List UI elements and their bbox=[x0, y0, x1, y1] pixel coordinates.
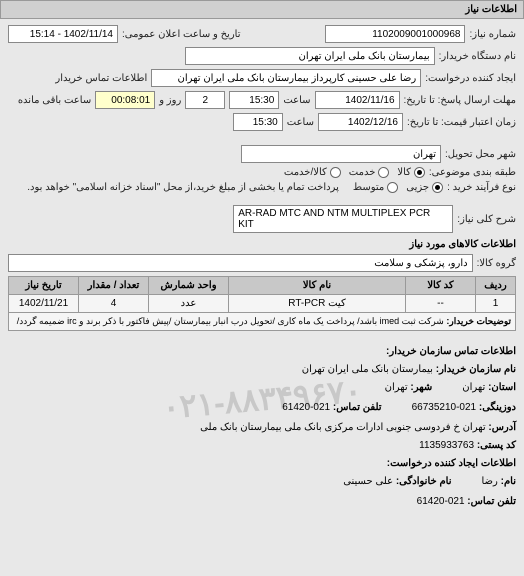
label-buyer-org: نام دستگاه خریدار: bbox=[439, 51, 516, 62]
value-phone: 021-61420 bbox=[282, 402, 330, 413]
label-classification: طبقه بندی موضوعی: bbox=[429, 167, 516, 178]
label-announce: تاریخ و ساعت اعلان عمومی: bbox=[122, 29, 241, 40]
value-province: تهران bbox=[462, 382, 485, 393]
th-unit: واحد شمارش bbox=[149, 277, 229, 295]
td-date: 1402/11/21 bbox=[9, 295, 79, 313]
contact-section: اطلاعات تماس سازمان خریدار: نام سازمان خ… bbox=[0, 337, 524, 517]
field-reply-time: 15:30 bbox=[229, 91, 279, 109]
td-row: 1 bbox=[476, 295, 516, 313]
field-delivery-date: 1402/12/16 bbox=[318, 113, 403, 131]
th-date: تاریخ نیاز bbox=[9, 277, 79, 295]
field-buyer-org: بیمارستان بانک ملی ایران تهران bbox=[185, 47, 435, 65]
radio-goods-services[interactable] bbox=[330, 167, 341, 178]
section-header-info: اطلاعات نیاز bbox=[0, 0, 524, 19]
td-unit: عدد bbox=[149, 295, 229, 313]
value-contact-phone: 021-61420 bbox=[417, 496, 465, 507]
label-delivery-deadline: زمان اعتبار قیمت: تا تاریخ: bbox=[407, 117, 516, 128]
label-delivery-city: شهر محل تحویل: bbox=[445, 149, 516, 160]
label-first-name: نام: bbox=[501, 476, 516, 487]
table-row: 1 -- کیت RT-PCR عدد 4 1402/11/21 bbox=[9, 295, 516, 313]
label-last-name: نام خانوادگی: bbox=[396, 476, 452, 487]
process-note: پرداخت تمام یا بخشی از مبلغ خرید،از محل … bbox=[27, 182, 339, 193]
label-item-group: گروه کالا: bbox=[477, 258, 516, 269]
value-zipcode: 021-66735210 bbox=[412, 402, 477, 413]
field-description: AR-RAD MTC AND NTM MULTIPLEX PCR KIT bbox=[233, 205, 453, 233]
td-code: -- bbox=[406, 295, 476, 313]
notes-text: شرکت ثبت imed باشد/ پرداخت یک ماه کاری /… bbox=[17, 316, 444, 326]
label-remaining-days: روز و bbox=[159, 95, 181, 106]
label-notes: توضیحات خریدار: bbox=[446, 316, 511, 326]
label-province: استان: bbox=[488, 382, 516, 393]
value-org-name: بیمارستان بانک ملی ایران تهران bbox=[302, 364, 433, 375]
label-phone: تلفن تماس: bbox=[333, 402, 382, 413]
radio-group-classification: کالا خدمت کالا/خدمت bbox=[284, 167, 425, 178]
label-address: آدرس: bbox=[488, 422, 516, 433]
label-medium: متوسط bbox=[353, 182, 384, 193]
field-reply-date: 1402/11/16 bbox=[315, 91, 400, 109]
radio-medium[interactable] bbox=[387, 182, 398, 193]
label-goods-services: کالا/خدمت bbox=[284, 167, 327, 178]
field-item-group: دارو، پزشکی و سلامت bbox=[8, 254, 473, 272]
radio-group-process: جزیی متوسط bbox=[353, 182, 443, 193]
items-table: ردیف کد کالا نام کالا واحد شمارش تعداد /… bbox=[8, 276, 516, 331]
value-postal-code: 1135933763 bbox=[419, 440, 474, 451]
label-org-name: نام سازمان خریدار: bbox=[436, 364, 516, 375]
th-row: ردیف bbox=[476, 277, 516, 295]
radio-goods[interactable] bbox=[414, 167, 425, 178]
label-hour-1: ساعت bbox=[283, 95, 310, 106]
label-postal-code: کد پستی: bbox=[477, 440, 516, 451]
field-requester: رضا علی حسینی کارپرداز بیمارستان بانک مل… bbox=[151, 69, 421, 87]
label-partial: جزیی bbox=[406, 182, 429, 193]
field-remaining-days: 2 bbox=[185, 91, 225, 109]
radio-services[interactable] bbox=[378, 167, 389, 178]
label-hour-2: ساعت bbox=[287, 117, 314, 128]
label-remaining-time: ساعت باقی مانده bbox=[18, 95, 91, 106]
radio-partial[interactable] bbox=[432, 182, 443, 193]
label-request-number: شماره نیاز: bbox=[469, 29, 516, 40]
label-buyer-contact: اطلاعات تماس خریدار bbox=[55, 73, 147, 84]
label-requester: ایجاد کننده درخواست: bbox=[425, 73, 516, 84]
field-delivery-time: 15:30 bbox=[233, 113, 283, 131]
th-code: کد کالا bbox=[406, 277, 476, 295]
td-qty: 4 bbox=[79, 295, 149, 313]
label-services: خدمت bbox=[349, 167, 376, 178]
field-delivery-city: تهران bbox=[241, 145, 441, 163]
label-process-type: نوع فرآیند خرید : bbox=[447, 182, 516, 193]
th-qty: تعداد / مقدار bbox=[79, 277, 149, 295]
value-first-name: رضا bbox=[481, 476, 497, 487]
notes-row: توضیحات خریدار: شرکت ثبت imed باشد/ پردا… bbox=[9, 313, 516, 331]
label-reply-deadline: مهلت ارسال پاسخ: تا تاریخ: bbox=[404, 95, 516, 106]
main-container: اطلاعات نیاز شماره نیاز: 110200900100096… bbox=[0, 0, 524, 517]
field-request-number: 1102009001000968 bbox=[325, 25, 465, 43]
label-city: شهر: bbox=[410, 382, 432, 393]
field-announce: 1402/11/14 - 15:14 bbox=[8, 25, 118, 43]
label-zipcode: دوزینگی: bbox=[479, 402, 516, 413]
requester-info-header: اطلاعات ایجاد کننده درخواست: bbox=[8, 455, 516, 473]
sub-header-items: اطلاعات کالاهای مورد نیاز bbox=[8, 239, 516, 250]
contact-header: اطلاعات تماس سازمان خریدار: bbox=[8, 343, 516, 361]
value-last-name: علی حسینی bbox=[343, 476, 393, 487]
label-goods: کالا bbox=[397, 167, 411, 178]
field-remaining-time: 00:08:01 bbox=[95, 91, 155, 109]
label-contact-phone: تلفن تماس: bbox=[467, 496, 516, 507]
info-content: شماره نیاز: 1102009001000968 تاریخ و ساع… bbox=[0, 19, 524, 337]
td-name: کیت RT-PCR bbox=[229, 295, 406, 313]
value-address: تهران خ فردوسی جنوبی ادارات مرکزی بانک م… bbox=[200, 422, 485, 433]
value-city: تهران bbox=[385, 382, 408, 393]
th-name: نام کالا bbox=[229, 277, 406, 295]
label-description: شرح کلی نیاز: bbox=[457, 214, 516, 225]
